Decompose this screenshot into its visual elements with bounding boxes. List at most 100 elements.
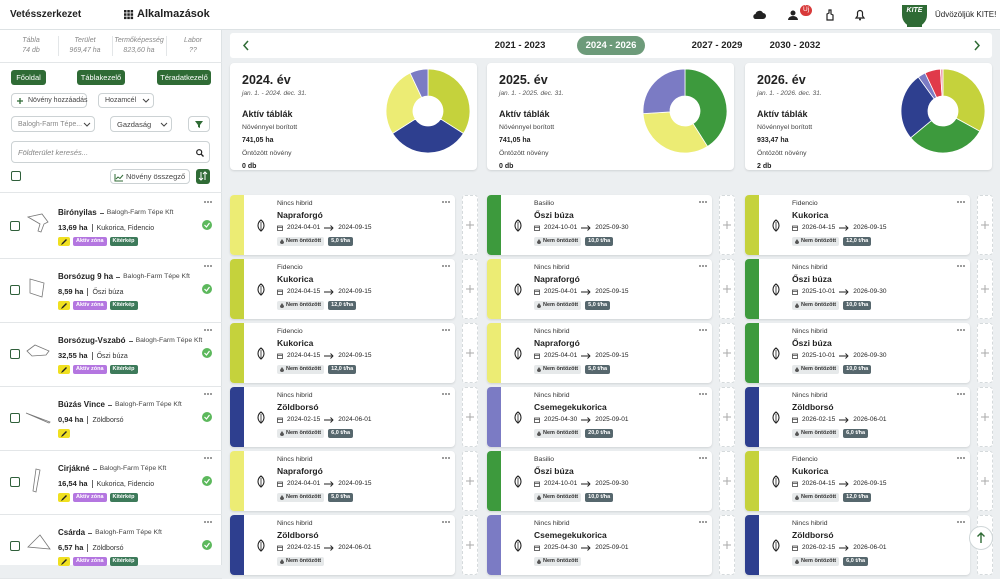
search-input[interactable]: Földterület keresés... (11, 141, 210, 163)
crop-card[interactable]: Basilio Őszi búza 2024-10-01 2025-09-30 Nem … (487, 195, 712, 255)
nav-button[interactable]: Főoldal (11, 70, 46, 85)
crop-card[interactable]: Nincs hibrid Csemegekukorica 2025-04-30 202… (487, 515, 712, 575)
add-crop-button[interactable] (719, 323, 735, 383)
apps-menu[interactable]: Alkalmazások (137, 8, 210, 20)
field-name[interactable]: Csárda (58, 528, 86, 537)
add-crop-button[interactable] (719, 195, 735, 255)
field-divider (0, 386, 222, 387)
crop-icon (514, 411, 522, 424)
irrigation-tag: Nem öntözött (277, 365, 325, 374)
edit-tag[interactable] (58, 429, 70, 438)
sort-button[interactable] (196, 169, 210, 184)
covered-value: 741,05 ha (242, 137, 274, 144)
crop-tags: Nem öntözött 20,0 t/ha (534, 429, 614, 438)
stat-value: 74 db (22, 47, 40, 54)
year-range-tab[interactable]: 2024 - 2026 (577, 36, 645, 55)
field-checkbox[interactable] (10, 285, 20, 295)
field-checkbox[interactable] (10, 477, 20, 487)
yield-tag: 6,0 t/ha (843, 429, 869, 438)
more-menu (957, 265, 965, 267)
filter-button[interactable] (188, 116, 210, 132)
crop-card[interactable]: Nincs hibrid Napraforgó 2024-04-01 2024-09-… (230, 195, 455, 255)
calendar-icon (534, 417, 540, 424)
crop-card[interactable]: Nincs hibrid Zöldborsó 2024-02-15 2024-06-0… (230, 387, 455, 447)
crop-card[interactable]: Nincs hibrid Zöldborsó 2024-02-15 2024-06-0… (230, 515, 455, 575)
add-crop-button[interactable] (462, 195, 478, 255)
select-all-checkbox[interactable] (11, 171, 21, 181)
crop-tags: Nem öntözött 12,0 t/ha (277, 301, 357, 310)
field-name[interactable]: Cirjákné (58, 464, 90, 473)
field-tag: Kitérkép (109, 237, 138, 246)
field-checkbox[interactable] (10, 413, 20, 423)
add-crop-button[interactable] (719, 387, 735, 447)
add-plant-button[interactable]: Növény hozzáadás (11, 93, 88, 108)
field-crops: Kukorica, Fidencio (96, 480, 155, 488)
field-crops: Zöldborsó (92, 416, 124, 424)
date-arrow (581, 353, 591, 360)
year-range-tab[interactable]: 2030 - 2032 (769, 39, 821, 51)
crop-card[interactable]: Basilio Őszi búza 2024-10-01 2025-09-30 Nem … (487, 451, 712, 511)
plant-summary-button[interactable]: Növény összegző (110, 169, 190, 184)
field-name[interactable]: Borsózug-Vszabó (58, 336, 126, 345)
field-checkbox[interactable] (10, 349, 20, 359)
crop-card[interactable]: Nincs hibrid Napraforgó 2025-04-01 2025-09-… (487, 259, 712, 319)
crop-card[interactable]: Nincs hibrid Őszi búza 2025-10-01 2026-09-3… (745, 259, 970, 319)
date-arrow (581, 417, 591, 424)
edit-tag[interactable] (58, 365, 70, 374)
field-name[interactable]: Búzás Vince (58, 400, 105, 409)
field-checkbox[interactable] (10, 541, 20, 551)
field-area: 8,59 ha (58, 287, 84, 297)
nav-button[interactable]: Téradatkezelő (157, 70, 211, 85)
field-checkbox[interactable] (10, 221, 20, 231)
crop-card[interactable]: Fidencio Kukorica 2026-04-15 2026-09-15 Nem … (745, 451, 970, 511)
year-range-tab[interactable]: 2027 - 2029 (691, 39, 743, 51)
crop-card[interactable]: Nincs hibrid Napraforgó 2024-04-01 2024-09-… (230, 451, 455, 511)
drop-icon (280, 431, 284, 436)
nav-button[interactable]: Táblakezelő (77, 70, 125, 85)
edit-tag[interactable] (58, 493, 70, 502)
edit-tag[interactable] (58, 237, 70, 246)
add-crop-button[interactable] (719, 451, 735, 511)
edit-tag[interactable] (58, 557, 70, 566)
add-crop-button[interactable] (462, 387, 478, 447)
scroll-top-button[interactable] (969, 526, 993, 550)
add-crop-button[interactable] (462, 515, 478, 575)
add-crop-button[interactable] (462, 451, 478, 511)
edit-tag[interactable] (58, 301, 70, 310)
irrigation-tag: Nem öntözött (792, 301, 840, 310)
add-crop-button[interactable] (977, 259, 993, 319)
crop-card[interactable]: Fidencio Kukorica 2026-04-15 2026-09-15 Nem … (745, 195, 970, 255)
field-name[interactable]: Birónyilas (58, 208, 97, 217)
add-crop-button[interactable] (977, 451, 993, 511)
add-crop-button[interactable] (977, 323, 993, 383)
yield-target-select[interactable]: Hozamcél (98, 93, 154, 108)
yield-tag: 12,0 t/ha (328, 365, 357, 374)
yield-tag: 10,0 t/ha (585, 237, 614, 246)
crop-card[interactable]: Nincs hibrid Zöldborsó 2026-02-15 2026-06-0… (745, 387, 970, 447)
divider (0, 192, 222, 193)
farm-filter-select[interactable]: Balogh-Farm Tépe... (11, 116, 95, 132)
crop-card[interactable]: Nincs hibrid Csemegekukorica 2025-04-30 202… (487, 387, 712, 447)
welcome: Üdvözöljük KITE! (935, 10, 997, 19)
status-check (202, 284, 212, 294)
crop-card[interactable]: Nincs hibrid Napraforgó 2025-04-01 2025-09-… (487, 323, 712, 383)
crop-card[interactable]: Nincs hibrid Zöldborsó 2026-02-15 2026-06-0… (745, 515, 970, 575)
status-check (202, 476, 212, 486)
hybrid-name: Nincs hibrid (277, 520, 313, 527)
add-crop-button[interactable] (719, 515, 735, 575)
crop-card[interactable]: Fidencio Kukorica 2024-04-15 2024-09-15 Nem … (230, 259, 455, 319)
crop-card[interactable]: Fidencio Kukorica 2024-04-15 2024-09-15 Nem … (230, 323, 455, 383)
add-crop-button[interactable] (977, 387, 993, 447)
holding-select[interactable]: Gazdaság (110, 116, 172, 132)
more-menu (204, 265, 212, 267)
crop-card[interactable]: Nincs hibrid Őszi búza 2025-10-01 2026-09-3… (745, 323, 970, 383)
users-icon (788, 10, 798, 20)
add-crop-button[interactable] (462, 259, 478, 319)
add-crop-button[interactable] (977, 195, 993, 255)
field-name-line: Borsózug 9 ha Balogh-Farm Tépe Kft (58, 273, 190, 281)
add-crop-button[interactable] (719, 259, 735, 319)
pencil-icon (61, 431, 67, 437)
year-range-tab[interactable]: 2021 - 2023 (494, 39, 546, 51)
add-crop-button[interactable] (462, 323, 478, 383)
field-name[interactable]: Borsózug 9 ha (58, 272, 114, 281)
